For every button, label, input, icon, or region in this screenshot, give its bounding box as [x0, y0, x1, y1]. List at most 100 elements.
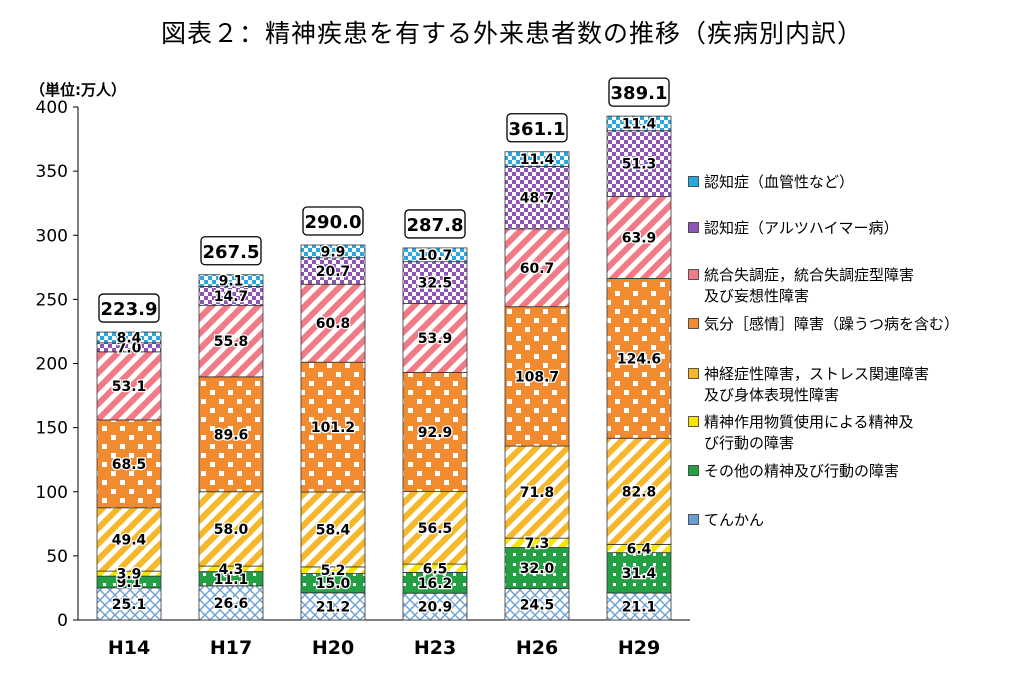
total-labels: 223.9 267.5 290.0 287.8 361.1 389.1	[98, 77, 670, 323]
bar-segment	[606, 437, 672, 545]
segment-label: 82.8	[622, 484, 657, 500]
x-tick-label: H26	[516, 637, 558, 659]
segment-label: 20.9	[418, 600, 453, 616]
bar-segment	[402, 372, 468, 493]
legend-item: その他の精神及び行動の障害	[688, 461, 900, 482]
segment-label: 10.7	[418, 248, 453, 264]
legend-swatch	[688, 176, 699, 187]
bar-segment	[606, 278, 672, 439]
legend-label: 精神作用物質使用による精神及	[704, 413, 914, 431]
segment-label: 26.6	[214, 596, 249, 612]
segment-label: 58.4	[316, 522, 351, 538]
segment-label: 6.5	[423, 561, 448, 577]
bar-segment	[300, 491, 366, 568]
total-label: 290.0	[305, 212, 362, 233]
segment-label: 92.9	[418, 425, 453, 441]
legend-swatch	[688, 416, 699, 427]
total-box	[608, 77, 670, 107]
unit-label: （単位:万人）	[30, 81, 126, 99]
legend-label: 気分［感情］障害（躁うつ病を含む）	[704, 315, 960, 333]
segment-label: 53.9	[418, 331, 453, 347]
bar-segment	[300, 361, 366, 493]
x-tick-label: H29	[618, 637, 660, 659]
bar-segment	[606, 130, 672, 197]
segment-label: 108.7	[515, 369, 559, 385]
segment-label: 7.3	[525, 536, 550, 552]
legend-label: その他の精神及び行動の障害	[704, 462, 900, 480]
bar-segment	[606, 115, 672, 132]
bars	[96, 115, 672, 621]
segment-label: 31.4	[622, 566, 657, 582]
legend-label: 神経症性障害，ストレス関連障害	[704, 365, 930, 383]
segment-label: 25.1	[112, 597, 147, 613]
bar-segment	[96, 331, 162, 344]
y-tick-label: 0	[57, 611, 68, 631]
segment-label: 9.1	[219, 274, 244, 290]
total-box	[200, 236, 262, 266]
segment-label: 32.0	[520, 561, 555, 577]
segment-label: 5.2	[321, 563, 346, 579]
legend-swatch	[688, 368, 699, 379]
segment-label: 60.8	[316, 316, 351, 332]
bar-segment	[300, 283, 366, 363]
y-tick-label: 300	[36, 226, 68, 246]
segment-label: 3.9	[117, 567, 142, 583]
y-tick-label: 100	[36, 483, 68, 503]
segment-label: 58.0	[214, 522, 249, 538]
chart-title: 図表２：精神疾患を有する外来患者数の推移（疾病別内訳）	[160, 19, 863, 48]
segment-label: 9.1	[117, 575, 142, 591]
axes: 0 50 100 150 200 250 300 350 400	[36, 98, 690, 631]
x-tick-label: H23	[414, 637, 456, 659]
segment-label: 4.3	[219, 562, 244, 578]
bar-segment	[402, 261, 468, 304]
x-tick-labels: H14 H17 H20 H23 H26 H29	[108, 637, 660, 659]
segment-label: 16.2	[418, 576, 453, 592]
y-tick-label: 250	[36, 290, 68, 310]
legend-swatch	[688, 465, 699, 476]
y-tick-label: 400	[36, 98, 68, 118]
total-label: 223.9	[101, 299, 158, 320]
segment-label: 15.0	[316, 576, 351, 592]
legend-swatch	[688, 318, 699, 329]
legend-item: てんかん	[688, 510, 764, 531]
legend-label: び行動の障害	[704, 434, 795, 452]
segment-label: 60.7	[520, 261, 555, 277]
segment-label: 49.4	[112, 532, 147, 548]
y-tick-label: 150	[36, 419, 68, 439]
segment-label: 8.4	[117, 330, 142, 346]
legend-label: 統合失調症，統合失調症型障害	[704, 266, 915, 284]
legend-label: 及び身体表現性障害	[704, 386, 840, 404]
legend-item: 気分［感情］障害（躁うつ病を含む）	[688, 314, 960, 335]
bar-segment	[402, 592, 468, 621]
bar-segment	[504, 165, 570, 230]
y-tick-label: 50	[46, 547, 68, 567]
bar-segment	[606, 552, 672, 594]
segment-label: 6.4	[627, 542, 652, 558]
segment-labels: 25.19.13.949.468.553.17.08.426.611.14.35…	[110, 115, 662, 617]
x-tick-label: H17	[210, 637, 252, 659]
bar-segment	[300, 244, 366, 259]
segment-label: 20.7	[316, 264, 351, 280]
legend-item: 認知症（アルツハイマー病）	[688, 218, 899, 239]
segment-label: 21.1	[622, 599, 657, 615]
legend-item: 認知症（血管性など）	[688, 172, 854, 193]
segment-label: 71.8	[520, 485, 555, 501]
segment-label: 124.6	[617, 351, 661, 367]
bar-segment	[96, 419, 162, 509]
segment-label: 11.1	[214, 572, 249, 588]
segment-label: 21.2	[316, 599, 351, 615]
legend-item: 精神作用物質使用による精神及 び行動の障害	[688, 412, 914, 454]
bar-segment	[504, 228, 570, 308]
bar-segment	[402, 247, 468, 263]
y-tick-label: 200	[36, 355, 68, 375]
y-tick-label: 350	[36, 162, 68, 182]
bar-segment	[198, 304, 264, 378]
bar-segment	[96, 351, 162, 421]
legend-swatch	[688, 269, 699, 280]
total-label: 361.1	[509, 119, 566, 140]
segment-label: 101.2	[311, 420, 355, 436]
x-tick-label: H20	[312, 637, 354, 659]
bar-segment	[402, 491, 468, 565]
segment-label: 53.1	[112, 379, 147, 395]
